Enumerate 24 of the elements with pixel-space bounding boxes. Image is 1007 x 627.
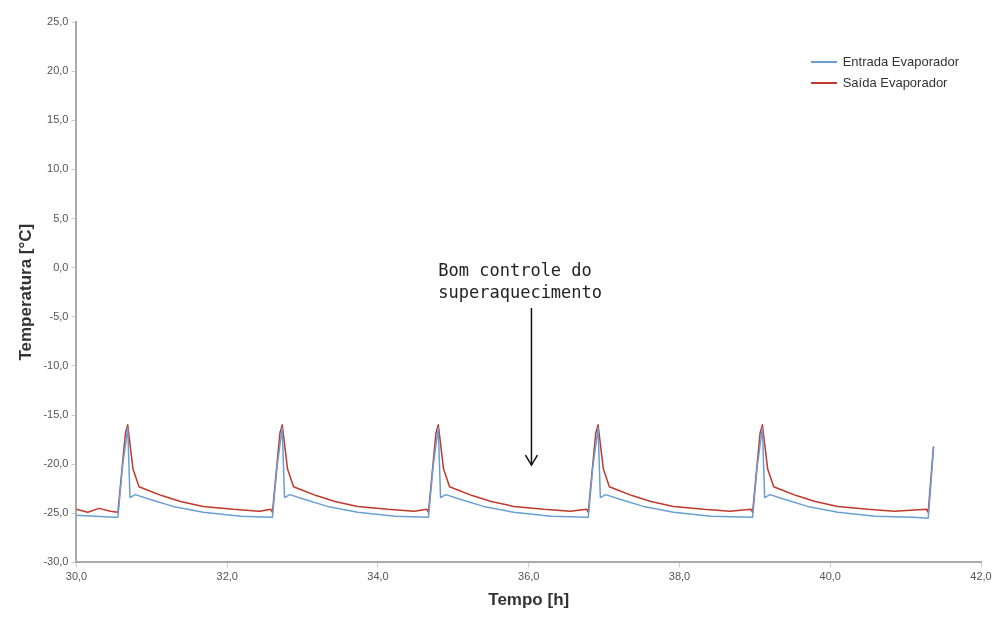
annotation: Bom controle do superaquecimento: [438, 259, 603, 302]
x-tick-label: 38,0: [668, 570, 691, 583]
x-tick-label: 36,0: [518, 570, 540, 583]
y-tick-label: -25,0: [43, 506, 69, 519]
x-tick-label: 32,0: [216, 570, 238, 583]
x-axis-title: Tempo [h]: [488, 590, 570, 610]
y-tick-label: 0,0: [53, 260, 69, 273]
y-tick-label: 10,0: [47, 162, 69, 175]
legend-label: Saída Evaporador: [842, 75, 948, 90]
x-tick-label: 30,0: [65, 570, 88, 583]
y-tick-label: -5,0: [49, 309, 69, 322]
y-tick-label: 20,0: [47, 64, 69, 77]
x-tick-label: 34,0: [367, 570, 389, 583]
y-tick-label: -10,0: [43, 358, 69, 371]
y-tick-label: 5,0: [53, 211, 69, 224]
legend-label: Entrada Evaporador: [842, 54, 959, 69]
y-tick-label: -15,0: [43, 408, 69, 421]
y-axis-title: Temperatura [°C]: [15, 223, 35, 361]
x-tick-label: 40,0: [819, 570, 841, 583]
y-tick-label: -30,0: [43, 555, 69, 568]
y-tick-label: -20,0: [43, 457, 69, 470]
y-tick-label: 15,0: [47, 113, 69, 126]
x-tick-label: 42,0: [970, 570, 992, 583]
y-tick-label: 25,0: [47, 15, 69, 28]
